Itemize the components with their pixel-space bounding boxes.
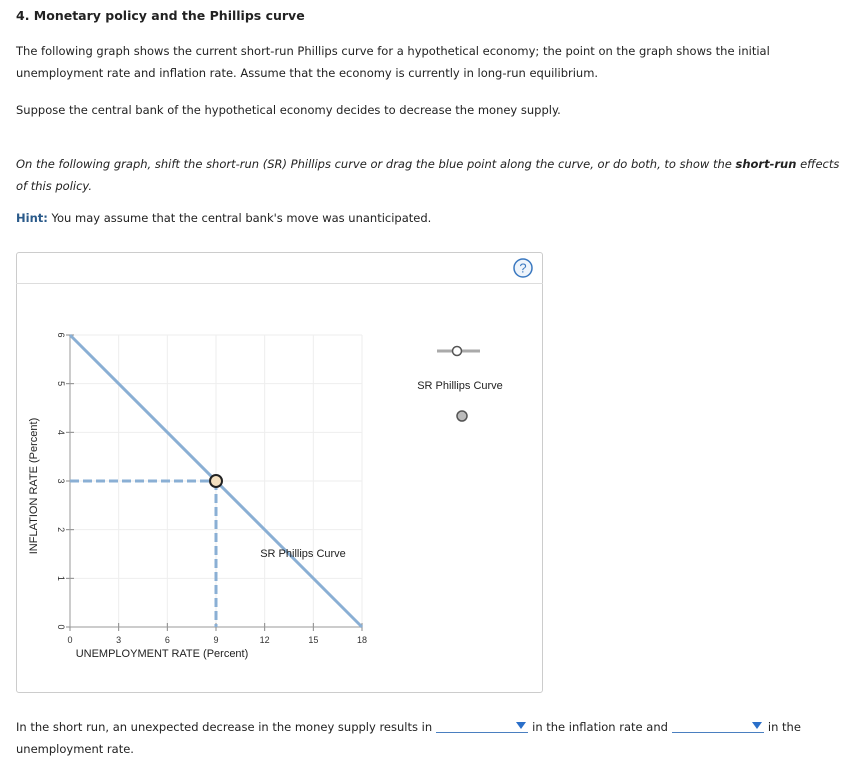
- graph-toolbar: [16, 252, 543, 284]
- help-text[interactable]: ?: [519, 261, 526, 276]
- hint-text: You may assume that the central bank's m…: [51, 211, 432, 225]
- y-tick-label: 6: [56, 332, 66, 337]
- data-point[interactable]: [209, 474, 223, 488]
- help-button[interactable]: ?: [513, 258, 533, 278]
- graph-panel: [16, 252, 543, 693]
- instruction-text: effects of this policy.: [16, 157, 840, 193]
- palette-point[interactable]: [456, 410, 468, 422]
- question: In the short run, an unexpected decrease…: [16, 716, 846, 760]
- instruction-bold: short-run: [735, 157, 797, 171]
- curve-label: SR Phillips Curve: [260, 548, 346, 560]
- x-tick-label: 6: [165, 635, 170, 645]
- y-tick-label: 3: [56, 478, 66, 483]
- instruction-text: On the following graph, shift the short-…: [16, 157, 736, 171]
- x-tick-label: 15: [308, 635, 318, 645]
- x-tick-label: 9: [213, 635, 218, 645]
- paragraph: The following graph shows the current sh…: [16, 44, 770, 80]
- palette-circle[interactable]: [451, 345, 463, 357]
- hint: Hint: You may assume that the central ba…: [16, 207, 844, 229]
- y-axis-label: INFLATION RATE (Percent): [28, 418, 40, 555]
- question-text: In the short run, an unexpected decrease…: [16, 720, 433, 734]
- paragraph: Suppose the central bank of the hypothet…: [16, 103, 561, 117]
- x-tick-label: 18: [357, 635, 367, 645]
- x-tick-label: 0: [67, 635, 72, 645]
- help-circle[interactable]: [513, 258, 533, 278]
- legend-label[interactable]: SR Phillips Curve: [417, 380, 503, 392]
- y-tick-label: 0: [56, 624, 66, 629]
- dropdown[interactable]: [671, 718, 764, 733]
- x-tick-label: 3: [116, 635, 121, 645]
- hint-label: Hint:: [16, 211, 48, 225]
- dropdown[interactable]: [436, 718, 529, 733]
- title: 4. Monetary policy and the Phillips curv…: [16, 8, 305, 23]
- question-text: in the unemployment rate.: [16, 720, 801, 756]
- y-tick-label: 5: [56, 381, 66, 386]
- question-text: in the inflation rate and: [532, 720, 668, 734]
- x-tick-label: 12: [260, 635, 270, 645]
- y-tick-label: 2: [56, 527, 66, 532]
- x-axis-label: UNEMPLOYMENT RATE (Percent): [76, 648, 249, 660]
- y-tick-label: 1: [56, 576, 66, 581]
- y-tick-label: 4: [56, 430, 66, 435]
- instruction: On the following graph, shift the short-…: [16, 153, 844, 197]
